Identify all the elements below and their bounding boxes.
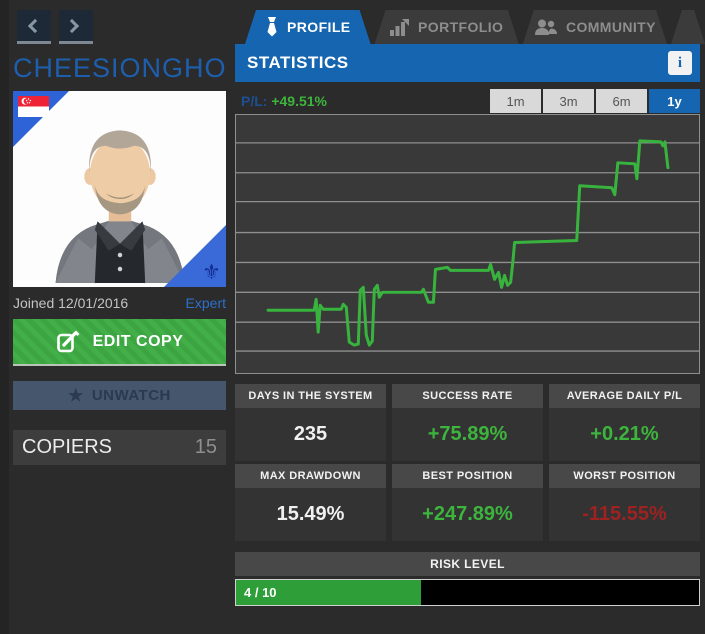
risk-level-header: RISK LEVEL xyxy=(235,552,700,576)
stat-value: 15.49% xyxy=(235,488,386,541)
pl-row: P/L: +49.51% 1m 3m 6m 1y xyxy=(235,88,700,114)
pl-value: +49.51% xyxy=(271,93,328,109)
pl-chart xyxy=(235,114,700,374)
bar-chart-icon xyxy=(390,19,410,36)
joined-date: Joined 12/01/2016 xyxy=(13,295,129,311)
left-edge-strip xyxy=(0,0,9,634)
singapore-flag-icon xyxy=(18,96,49,117)
stat-max-drawdown: MAX DRAWDOWN 15.49% xyxy=(235,464,386,541)
tab-profile-label: PROFILE xyxy=(287,19,351,35)
stat-header: DAYS IN THE SYSTEM xyxy=(235,384,386,408)
pl-summary: P/L: +49.51% xyxy=(235,93,327,109)
profile-panel: PROFILE PORTFOLIO COMMUNITY STATISTICS i xyxy=(235,0,700,634)
next-trader-button[interactable] xyxy=(59,10,93,44)
copiers-label: COPIERS xyxy=(22,436,113,458)
tab-community-label: COMMUNITY xyxy=(565,19,656,35)
trader-sidebar: CHEESIONGHO xyxy=(13,10,226,465)
avatar-badge-corner xyxy=(164,225,226,287)
stat-header: AVERAGE DAILY P/L xyxy=(549,384,700,408)
chevron-right-icon xyxy=(64,18,80,34)
stat-worst-position: WORST POSITION -115.55% xyxy=(549,464,700,541)
stats-grid-row-1: DAYS IN THE SYSTEM 235 SUCCESS RATE +75.… xyxy=(235,384,700,461)
stat-value: +247.89% xyxy=(392,488,543,541)
trader-username: CHEESIONGHO xyxy=(13,53,227,83)
stat-value: 235 xyxy=(235,408,386,461)
risk-level-fill: 4 / 10 xyxy=(236,580,422,605)
chevron-left-icon xyxy=(27,18,43,34)
unwatch-button[interactable]: ★ UNWATCH xyxy=(13,381,226,410)
people-icon xyxy=(534,19,558,36)
statistics-title: STATISTICS xyxy=(247,53,349,72)
pl-chart-svg xyxy=(236,139,699,352)
stat-average-daily-pl: AVERAGE DAILY P/L +0.21% xyxy=(549,384,700,461)
watch-star-icon: ★ xyxy=(68,385,84,405)
tab-community[interactable]: COMMUNITY xyxy=(523,10,667,44)
pl-label: P/L: xyxy=(241,93,268,109)
statistics-header: STATISTICS i xyxy=(235,44,700,82)
copiers-count: 15 xyxy=(194,436,217,458)
stat-header: WORST POSITION xyxy=(549,464,700,488)
tab-bar: PROFILE PORTFOLIO COMMUNITY xyxy=(245,10,705,44)
tab-profile[interactable]: PROFILE xyxy=(245,10,371,44)
copiers-row[interactable]: COPIERS 15 xyxy=(13,430,226,465)
tie-icon xyxy=(265,17,279,37)
stat-header: BEST POSITION xyxy=(392,464,543,488)
risk-level-bar: 4 / 10 xyxy=(235,579,700,606)
stat-header: SUCCESS RATE xyxy=(392,384,543,408)
range-1m-button[interactable]: 1m xyxy=(490,89,541,113)
stat-header: MAX DRAWDOWN xyxy=(235,464,386,488)
fleur-de-lis-icon: ⚜ xyxy=(202,261,221,284)
info-icon[interactable]: i xyxy=(668,51,692,75)
profile-nav xyxy=(17,10,226,44)
stat-success-rate: SUCCESS RATE +75.89% xyxy=(392,384,543,461)
tab-portfolio[interactable]: PORTFOLIO xyxy=(375,10,519,44)
edit-pencil-icon xyxy=(56,330,80,353)
range-1y-button[interactable]: 1y xyxy=(649,89,700,113)
stat-days-in-system: DAYS IN THE SYSTEM 235 xyxy=(235,384,386,461)
edit-copy-label: EDIT COPY xyxy=(92,332,184,350)
stat-value: +0.21% xyxy=(549,408,700,461)
stats-grid-row-2: MAX DRAWDOWN 15.49% BEST POSITION +247.8… xyxy=(235,464,700,541)
prev-trader-button[interactable] xyxy=(17,10,51,44)
stat-value: +75.89% xyxy=(392,408,543,461)
range-6m-button[interactable]: 6m xyxy=(596,89,647,113)
expert-badge: Expert xyxy=(185,295,226,311)
edit-copy-button[interactable]: EDIT COPY xyxy=(13,319,226,366)
tab-partial[interactable] xyxy=(671,10,705,44)
range-selector: 1m 3m 6m 1y xyxy=(490,89,700,113)
avatar-person-illustration xyxy=(55,130,184,283)
joined-row: Joined 12/01/2016 Expert xyxy=(13,295,226,311)
stat-value: -115.55% xyxy=(549,488,700,541)
unwatch-label: UNWATCH xyxy=(91,387,171,404)
stat-best-position: BEST POSITION +247.89% xyxy=(392,464,543,541)
risk-level-value: 4 / 10 xyxy=(244,585,277,600)
avatar: ⚜ xyxy=(13,91,226,287)
range-3m-button[interactable]: 3m xyxy=(543,89,594,113)
tab-portfolio-label: PORTFOLIO xyxy=(418,19,504,35)
